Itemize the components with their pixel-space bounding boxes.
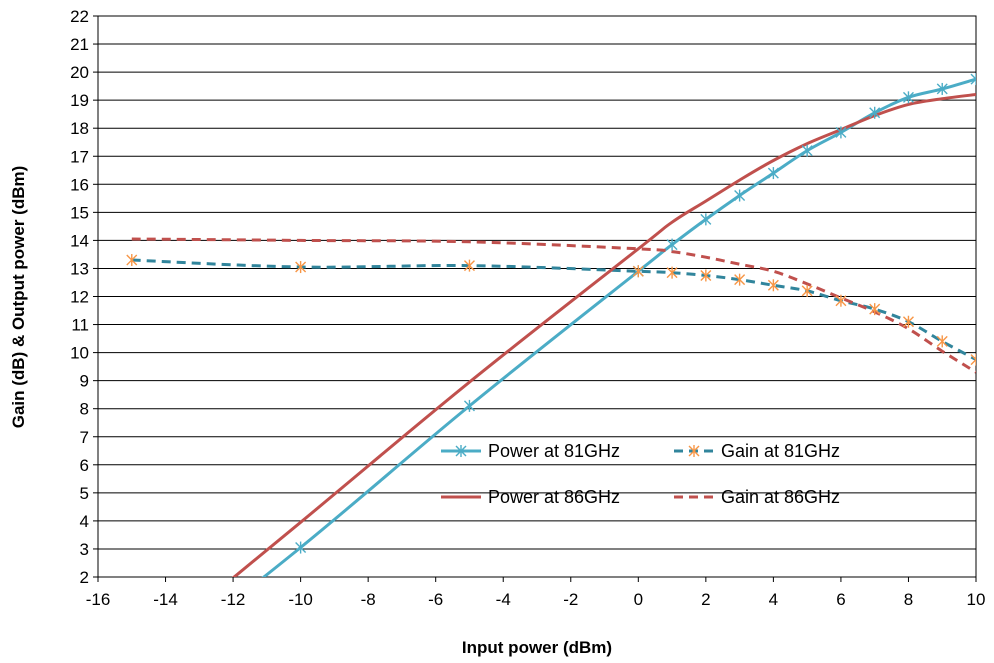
x-tick-label: -12 [221,590,246,609]
y-tick-label: 21 [70,35,89,54]
legend-label: Gain at 81GHz [721,441,840,461]
legend-label: Power at 81GHz [488,441,620,461]
x-tick-label: 8 [904,590,913,609]
y-tick-label: 8 [80,400,89,419]
y-tick-label: 20 [70,63,89,82]
legend: Power at 81GHz Gain at 81GHz Power at 86GH… [441,441,840,507]
y-tick-label: 14 [70,231,89,250]
data-point-marker [902,91,914,104]
legend-entry: Gain at 86GHz [674,487,840,507]
data-point-marker [970,73,976,86]
y-tick-label: 22 [70,7,89,26]
data-point-marker [295,261,307,274]
x-tick-label: 2 [701,590,710,609]
data-point-marker [126,254,138,267]
x-tick-label: 10 [967,590,986,609]
data-point-marker [801,284,813,297]
data-point-marker [835,294,847,307]
data-point-marker [767,167,779,180]
data-point-marker [767,279,779,292]
x-tick-label: -6 [428,590,443,609]
data-point-marker [666,266,678,279]
data-point-marker [666,238,678,251]
data-point-marker [734,189,746,202]
data-point-marker [734,273,746,286]
y-tick-label: 18 [70,119,89,138]
data-point-marker [700,269,712,282]
x-tick-label: 6 [836,590,845,609]
y-tick-label: 7 [80,428,89,447]
data-point-marker [835,126,847,139]
data-point-marker [970,353,976,366]
series-lines [131,77,976,577]
x-tick-label: -16 [86,590,111,609]
series-line-2 [131,258,976,361]
y-tick-label: 16 [70,175,89,194]
data-point-marker [463,259,475,272]
y-tick-label: 2 [80,568,89,587]
x-axis-title: Input power (dBm) [462,638,612,657]
x-tick-label: -4 [496,590,511,609]
data-point-marker [801,144,813,157]
legend-entry: Gain at 81GHz [674,441,840,461]
data-point-marker [936,335,948,348]
x-axis-ticks: -16 -14 -12 -10 -8 -6 -4 -2 0 2 4 6 8 10 [86,577,986,609]
legend-marker [455,445,467,457]
legend-marker [688,445,700,457]
series-line-4 [131,237,976,374]
data-point-marker [869,106,881,119]
y-tick-label: 19 [70,91,89,110]
y-tick-label: 12 [70,288,89,307]
y-tick-label: 10 [70,344,89,363]
legend-label: Gain at 86GHz [721,487,840,507]
data-point-marker [463,399,475,412]
series-line-1 [261,77,976,577]
data-point-marker [869,303,881,316]
x-tick-label: -14 [153,590,178,609]
y-tick-label: 17 [70,147,89,166]
legend-label: Power at 86GHz [488,487,620,507]
y-tick-label: 6 [80,456,89,475]
y-tick-label: 4 [80,512,89,531]
y-tick-label: 5 [80,484,89,503]
y-axis-title: Gain (dB) & Output power (dBm) [9,166,28,429]
x-tick-label: 0 [634,590,643,609]
legend-entry: Power at 81GHz [441,441,620,461]
y-axis-ticks: 2 3 4 5 6 7 8 9 10 11 12 13 14 15 16 17 18 19 20 21 22 [70,7,98,587]
y-tick-label: 11 [71,316,89,335]
x-tick-label: -2 [563,590,578,609]
y-tick-label: 3 [80,540,89,559]
series-markers [126,73,976,554]
data-point-marker [936,82,948,95]
y-tick-label: 13 [70,259,89,278]
y-tick-label: 15 [70,203,89,222]
x-tick-label: 4 [769,590,778,609]
y-tick-label: 9 [80,372,89,391]
data-point-marker [700,213,712,226]
x-tick-label: -10 [288,590,313,609]
data-point-marker [632,265,644,278]
series-line-3 [231,93,976,577]
data-point-marker [295,541,307,554]
legend-entry: Power at 86GHz [441,487,620,507]
x-tick-label: -8 [361,590,376,609]
data-point-marker [902,315,914,328]
